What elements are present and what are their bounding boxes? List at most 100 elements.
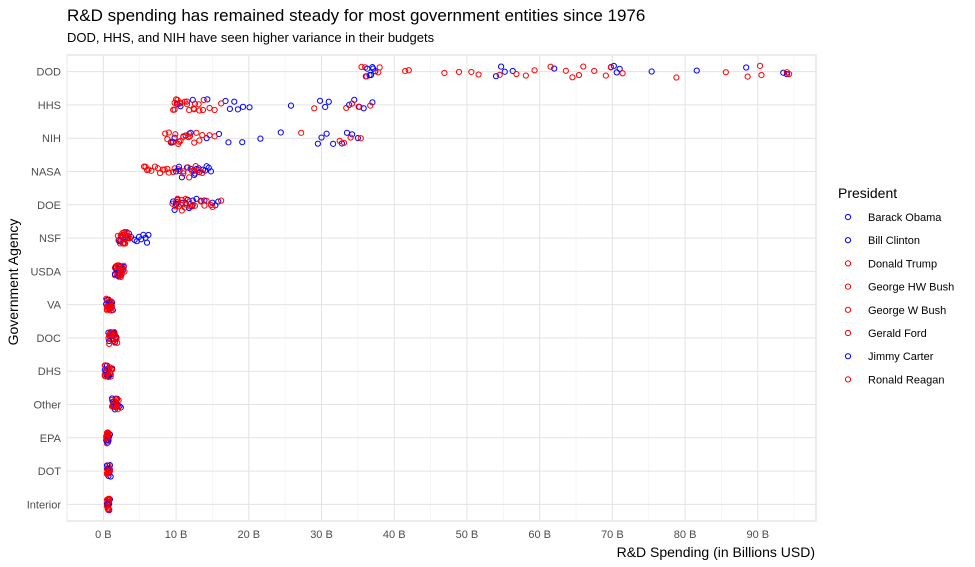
data-point (197, 198, 204, 205)
data-point (199, 132, 206, 139)
data-point (165, 169, 172, 176)
data-point (164, 135, 171, 143)
data-point (177, 99, 184, 106)
data-point (183, 98, 191, 105)
data-point (173, 100, 180, 107)
chart-title: R&D spending has remained steady for mos… (67, 6, 645, 25)
data-point (207, 201, 215, 209)
data-point (215, 198, 222, 205)
legend-label: Ronald Reagan (868, 374, 944, 386)
x-axis-title: R&D Spending (in Billions USD) (617, 544, 815, 560)
data-point (117, 273, 124, 280)
data-point (180, 168, 187, 175)
data-point (325, 98, 332, 105)
x-tick-label: 10 B (165, 529, 188, 541)
x-tick-label: 80 B (674, 529, 697, 541)
data-point (175, 163, 183, 170)
data-point (193, 129, 200, 136)
data-point (195, 101, 202, 108)
data-point (108, 396, 116, 404)
data-point (211, 106, 218, 114)
data-point (196, 137, 203, 144)
data-point (607, 64, 615, 71)
legend-marker (844, 260, 852, 267)
data-point (171, 134, 178, 141)
data-point (298, 129, 305, 136)
y-tick-label: DHS (38, 366, 61, 378)
legend-label: Donald Trump (868, 258, 937, 270)
data-point (569, 74, 576, 81)
data-point (343, 104, 350, 112)
data-point (318, 134, 325, 141)
data-point (206, 132, 213, 139)
data-point (180, 170, 187, 177)
data-point (323, 130, 330, 137)
x-tick-label: 70 B (601, 529, 624, 541)
data-point (178, 174, 185, 181)
data-point (619, 70, 626, 77)
data-point (209, 203, 216, 211)
data-point (172, 131, 179, 138)
legend-marker (844, 376, 852, 383)
data-point (239, 103, 247, 110)
data-point (165, 129, 172, 136)
data-points (101, 62, 793, 514)
y-tick-label: USDA (30, 266, 61, 278)
data-point (355, 103, 362, 110)
data-point (203, 163, 210, 170)
y-tick-label: Interior (27, 499, 62, 511)
data-point (103, 296, 111, 303)
data-point (175, 138, 183, 145)
data-point (186, 106, 193, 114)
y-tick-label: NIH (42, 133, 61, 145)
data-point (115, 237, 122, 244)
legend-marker (844, 237, 852, 244)
data-point (246, 104, 253, 111)
data-point (122, 231, 129, 239)
x-tick-label: 60 B (528, 529, 551, 541)
data-point (172, 168, 180, 175)
data-point (783, 69, 791, 76)
data-point (109, 402, 116, 409)
legend-label: Barack Obama (868, 212, 942, 224)
data-point (348, 100, 356, 107)
data-point (354, 134, 361, 142)
data-point (204, 96, 211, 103)
data-point (161, 166, 168, 173)
data-point (509, 67, 516, 75)
y-tick-label: NSF (39, 233, 61, 245)
data-point (101, 372, 108, 380)
data-point (756, 62, 764, 69)
chart-subtitle: DOD, HHS, and NIH have seen higher varia… (67, 30, 435, 45)
data-point (287, 102, 295, 109)
data-point (693, 67, 700, 74)
data-point (441, 69, 448, 77)
legend-title: President (838, 185, 897, 201)
data-point (402, 68, 409, 75)
data-point (610, 62, 617, 70)
data-point (347, 134, 354, 141)
data-point (103, 295, 110, 302)
data-point (201, 202, 208, 209)
data-point (547, 63, 554, 70)
data-point (162, 130, 169, 137)
data-point (192, 163, 199, 170)
x-tick-label: 20 B (237, 529, 260, 541)
y-tick-label: DOD (37, 67, 62, 79)
data-point (122, 236, 129, 243)
data-point (116, 240, 124, 247)
data-point (602, 72, 609, 79)
data-point (367, 71, 375, 79)
data-point (616, 65, 623, 72)
data-point (336, 137, 343, 144)
data-point (140, 163, 148, 170)
data-point (370, 65, 377, 72)
data-point (180, 133, 187, 140)
data-point (531, 67, 538, 74)
data-point (175, 203, 183, 210)
data-point (513, 70, 520, 78)
data-point (171, 206, 178, 214)
data-point (170, 198, 177, 205)
data-point (218, 100, 225, 107)
data-point (780, 69, 787, 76)
